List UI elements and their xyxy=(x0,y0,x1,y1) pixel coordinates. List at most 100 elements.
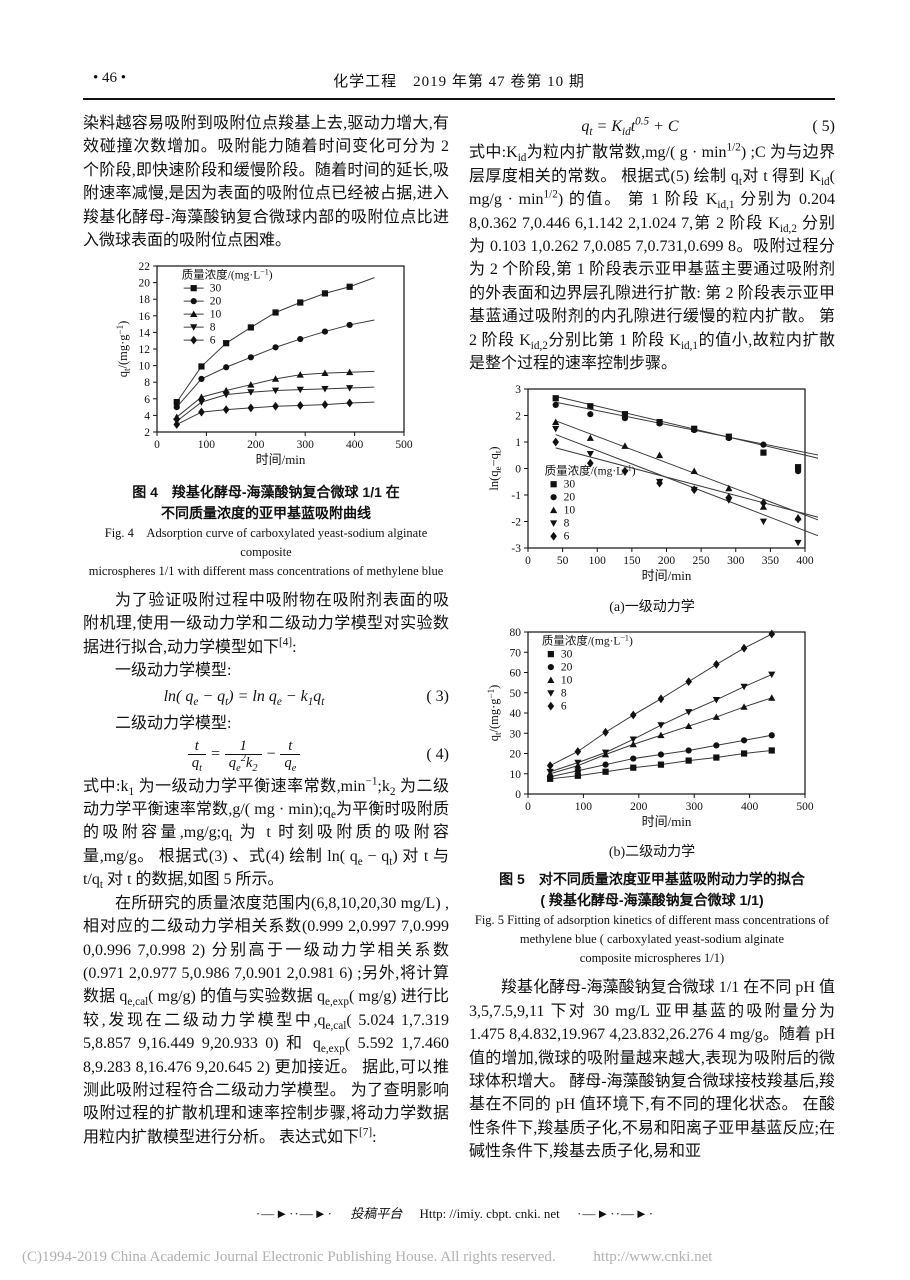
svg-text:10: 10 xyxy=(564,505,576,517)
svg-text:200: 200 xyxy=(630,801,648,813)
figure4-caption-en-line1: Fig. 4 Adsorption curve of carboxylated … xyxy=(104,525,428,559)
svg-text:200: 200 xyxy=(658,555,676,567)
svg-text:50: 50 xyxy=(557,555,569,567)
svg-text:qt/(mg·g−1): qt/(mg·g−1) xyxy=(486,685,503,742)
figure5-caption-zh-line2: ( 羧基化酵母-海藻酸钠复合微球 1/1) xyxy=(540,892,764,909)
svg-text:70: 70 xyxy=(510,647,522,659)
svg-text:350: 350 xyxy=(762,555,780,567)
svg-text:300: 300 xyxy=(297,439,315,451)
figure4-caption-zh-line1: 图 4 羧基化酵母-海藻酸钠复合微球 1/1 在 xyxy=(132,483,400,500)
svg-text:6: 6 xyxy=(561,700,567,712)
svg-text:10: 10 xyxy=(510,769,522,781)
equation-5-number: ( 5) xyxy=(812,118,835,135)
figure5b-chart: 0 100 200 300 400 50001020304050607080时间/minq… xyxy=(486,627,814,829)
svg-text:20: 20 xyxy=(210,296,222,308)
copyright-notice: (C)1994-2019 China Academic Journal Elec… xyxy=(22,1249,556,1265)
figure5b: 0 100 200 300 400 500 0 10 20 30 40 50 60 70 80 时间/min q… xyxy=(469,624,835,839)
svg-text:时间/min: 时间/min xyxy=(256,452,306,467)
svg-text:0: 0 xyxy=(525,555,531,567)
svg-text:400: 400 xyxy=(741,801,759,813)
equation-4-body: t qt = 1 qe2k2 − t qe xyxy=(83,738,405,774)
svg-text:20: 20 xyxy=(510,748,522,760)
right-column: qt = Kidt0.5 + C ( 5) 式中:Kid为粒内扩散常数,mg/(… xyxy=(469,112,835,1164)
svg-text:时间/min: 时间/min xyxy=(642,814,692,829)
svg-text:14: 14 xyxy=(139,328,151,340)
svg-text:100: 100 xyxy=(575,801,593,813)
label-second-order-model: 二级动力学模型: xyxy=(115,714,232,732)
page-header: • 46 • 化学工程 2019 年第 47 卷第 10 期 xyxy=(83,68,835,100)
figure4-caption-zh-line2: 不同质量浓度的亚甲基蓝吸附曲线 xyxy=(161,504,371,521)
footer-divider-right: ·—►··—►· xyxy=(577,1206,655,1221)
svg-text:8: 8 xyxy=(564,518,570,530)
svg-text:20: 20 xyxy=(561,661,573,673)
figure5b-subcaption: (b)二级动力学 xyxy=(608,845,696,861)
svg-text:500: 500 xyxy=(796,801,814,813)
figure4: 0 100 200 300 400 500 2 4 6 8 10 12 14 16 18 20 22 时间/min… xyxy=(83,258,449,477)
svg-text:20: 20 xyxy=(139,278,151,290)
submission-platform-url: Http: //imiy. cbpt. cnki. net xyxy=(419,1206,560,1221)
figure5-caption-en-line3: composite microspheres 1/1) xyxy=(579,951,725,966)
svg-text:2: 2 xyxy=(515,411,521,423)
svg-text:1: 1 xyxy=(515,437,521,449)
svg-text:8: 8 xyxy=(210,322,216,334)
left-column: 染料越容易吸附到吸附位点羧基上去,驱动力增大,有效碰撞次数增加。吸附能力随着时间… xyxy=(83,112,449,1164)
svg-text:150: 150 xyxy=(623,555,641,567)
page-number: • 46 • xyxy=(93,70,127,86)
figure4-caption-en-line2: microspheres 1/1 with different mass con… xyxy=(88,563,444,578)
svg-text:0: 0 xyxy=(154,439,160,451)
svg-text:-2: -2 xyxy=(511,517,521,529)
svg-text:30: 30 xyxy=(564,479,576,491)
figure5-caption-en-line2: methylene blue ( carboxylated yeast-sodi… xyxy=(519,932,785,947)
paragraph-intraparticle-diffusion: 式中:Kid为粒内扩散常数,mg/( g · min1/2) ;C 为与边界层厚… xyxy=(469,142,835,373)
svg-text:30: 30 xyxy=(510,728,522,740)
paragraph-correlation-coefficients: 在所研究的质量浓度范围内(6,8,10,20,30 mg/L) ,相对应的二级动… xyxy=(83,894,449,1146)
equation-3-number: ( 3) xyxy=(426,688,449,706)
equation-5-body: qt = Kidt0.5 + C xyxy=(581,115,679,139)
svg-text:-3: -3 xyxy=(511,543,521,555)
svg-text:qt/(mg·g−1): qt/(mg·g−1) xyxy=(115,321,132,378)
svg-text:200: 200 xyxy=(247,439,264,451)
label-first-order-model: 一级动力学模型: xyxy=(115,662,232,680)
svg-text:30: 30 xyxy=(210,283,222,295)
copyright-url: http://www.cnki.net xyxy=(593,1249,713,1265)
equation-3-body: ln( qe − qt) = ln qe − k1qt xyxy=(163,688,325,709)
figure5a-subcaption: (a)一级动力学 xyxy=(609,599,695,615)
svg-text:0: 0 xyxy=(515,789,521,801)
svg-text:4: 4 xyxy=(144,411,150,423)
figure5a: 0 50 100 150 200 250 300 350 400 -3 -2 -1 0 1 2 3 时间/min… xyxy=(469,381,835,593)
svg-text:22: 22 xyxy=(139,261,151,273)
journal-title: 化学工程 2019 年第 47 卷第 10 期 xyxy=(333,74,585,90)
equation-5: qt = Kidt0.5 + C ( 5) xyxy=(469,115,835,138)
svg-text:6: 6 xyxy=(564,531,570,543)
svg-text:16: 16 xyxy=(139,311,151,323)
svg-text:时间/min: 时间/min xyxy=(642,568,692,583)
svg-text:50: 50 xyxy=(510,688,522,700)
svg-text:10: 10 xyxy=(139,361,151,373)
equation-3: ln( qe − qt) = ln qe − k1qt ( 3) xyxy=(83,685,449,708)
figure4-chart: 0 100 200 300 400 500246810121416182022时间/min… xyxy=(115,261,413,467)
svg-text:8: 8 xyxy=(561,687,567,699)
svg-text:300: 300 xyxy=(686,801,704,813)
fraction-t-over-qe: t qe xyxy=(280,738,301,774)
svg-text:500: 500 xyxy=(395,439,413,451)
fraction-t-over-qt: t qt xyxy=(187,738,206,774)
submission-footer: ·—►··—►· 投稿平台 Http: //imiy. cbpt. cnki. … xyxy=(0,1203,910,1222)
svg-text:ln(qe−qt): ln(qe−qt) xyxy=(487,447,503,491)
minus-sign: − xyxy=(265,745,277,763)
figure4-caption: 图 4 羧基化酵母-海藻酸钠复合微球 1/1 在 不同质量浓度的亚甲基蓝吸附曲线… xyxy=(83,482,449,581)
figure5a-chart: 0 50 100 150 200 250 300 350 400 -3 -2 -1 0 1 2 3 时间/min… xyxy=(487,384,818,583)
paragraph-ph-effect: 羧基化酵母-海藻酸钠复合微球 1/1 在不同 pH 值 3,5,7.5,9,11… xyxy=(469,979,835,1161)
figure5-caption: 图 5 对不同质量浓度亚甲基蓝吸附动力学的拟合 ( 羧基化酵母-海藻酸钠复合微球… xyxy=(469,869,835,968)
figure5-caption-zh-line1: 图 5 对不同质量浓度亚甲基蓝吸附动力学的拟合 xyxy=(499,871,805,888)
svg-text:质量浓度/(mg·L−1): 质量浓度/(mg·L−1) xyxy=(545,464,636,478)
svg-text:80: 80 xyxy=(510,627,522,639)
svg-text:250: 250 xyxy=(693,555,711,567)
svg-text:12: 12 xyxy=(139,344,151,356)
equation-4: t qt = 1 qe2k2 − t qe ( 4) xyxy=(83,738,449,774)
svg-text:10: 10 xyxy=(210,309,222,321)
svg-text:8: 8 xyxy=(144,378,150,390)
svg-text:0: 0 xyxy=(515,464,521,476)
copyright-line: (C)1994-2019 China Academic Journal Elec… xyxy=(22,1249,902,1266)
svg-text:20: 20 xyxy=(564,492,576,504)
